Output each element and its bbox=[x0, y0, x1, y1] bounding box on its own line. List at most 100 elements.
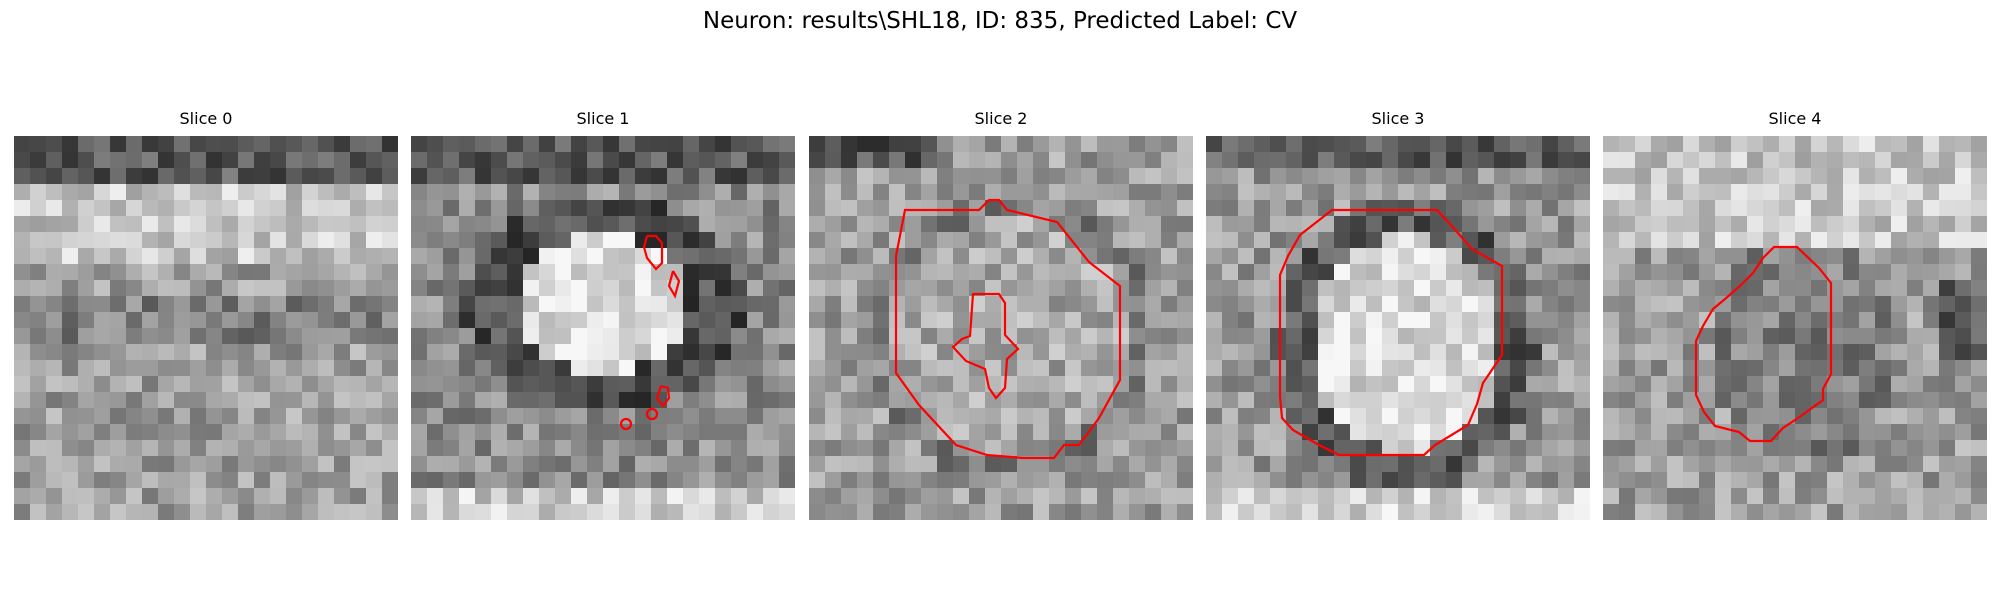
image-pixel bbox=[1731, 216, 1748, 233]
image-pixel bbox=[1270, 216, 1287, 233]
image-pixel bbox=[1462, 184, 1479, 201]
image-pixel bbox=[142, 440, 159, 457]
image-pixel bbox=[635, 472, 652, 489]
image-pixel bbox=[491, 376, 508, 393]
image-pixel bbox=[1414, 328, 1431, 345]
image-pixel bbox=[1049, 472, 1066, 489]
image-pixel bbox=[539, 168, 556, 185]
image-pixel bbox=[46, 248, 63, 265]
image-pixel bbox=[1097, 152, 1114, 169]
image-pixel bbox=[350, 488, 367, 505]
image-pixel bbox=[1478, 472, 1495, 489]
image-pixel bbox=[1795, 472, 1812, 489]
image-pixel bbox=[1558, 424, 1575, 441]
image-pixel bbox=[427, 280, 444, 297]
image-pixel bbox=[667, 312, 684, 329]
image-pixel bbox=[1081, 360, 1098, 377]
image-pixel bbox=[507, 504, 524, 520]
image-pixel bbox=[857, 456, 874, 473]
image-pixel bbox=[1270, 344, 1287, 361]
image-pixel bbox=[587, 328, 604, 345]
image-pixel bbox=[1145, 424, 1162, 441]
image-pixel bbox=[475, 184, 492, 201]
image-pixel bbox=[158, 152, 175, 169]
image-pixel bbox=[1558, 184, 1575, 201]
image-pixel bbox=[1731, 440, 1748, 457]
image-pixel bbox=[747, 328, 764, 345]
image-pixel bbox=[427, 232, 444, 249]
image-pixel bbox=[587, 472, 604, 489]
image-pixel bbox=[1731, 472, 1748, 489]
image-pixel bbox=[857, 152, 874, 169]
image-pixel bbox=[1859, 136, 1876, 153]
image-pixel bbox=[222, 424, 239, 441]
image-pixel bbox=[1603, 248, 1620, 265]
image-pixel bbox=[1827, 312, 1844, 329]
image-pixel bbox=[1494, 440, 1511, 457]
image-pixel bbox=[1081, 312, 1098, 329]
image-pixel bbox=[222, 248, 239, 265]
image-pixel bbox=[366, 232, 383, 249]
image-pixel bbox=[302, 440, 319, 457]
image-pixel bbox=[699, 328, 716, 345]
image-pixel bbox=[905, 280, 922, 297]
image-pixel bbox=[1318, 328, 1335, 345]
image-pixel bbox=[1558, 168, 1575, 185]
image-pixel bbox=[222, 264, 239, 281]
image-pixel bbox=[190, 488, 207, 505]
image-pixel bbox=[1923, 200, 1940, 217]
image-pixel bbox=[1446, 136, 1463, 153]
image-pixel bbox=[825, 200, 842, 217]
image-pixel bbox=[1302, 360, 1319, 377]
image-pixel bbox=[1478, 216, 1495, 233]
image-pixel bbox=[382, 232, 398, 249]
image-pixel bbox=[1366, 456, 1383, 473]
image-pixel bbox=[539, 136, 556, 153]
image-pixel bbox=[1001, 440, 1018, 457]
image-pixel bbox=[715, 360, 732, 377]
image-pixel bbox=[475, 280, 492, 297]
image-pixel bbox=[1542, 184, 1559, 201]
image-pixel bbox=[1065, 408, 1082, 425]
image-pixel bbox=[1747, 168, 1764, 185]
image-pixel bbox=[1763, 440, 1780, 457]
image-pixel bbox=[1971, 184, 1987, 201]
image-pixel bbox=[1430, 360, 1447, 377]
image-pixel bbox=[94, 152, 111, 169]
image-pixel bbox=[1318, 232, 1335, 249]
image-pixel bbox=[905, 312, 922, 329]
image-pixel bbox=[1747, 328, 1764, 345]
image-pixel bbox=[1334, 376, 1351, 393]
image-pixel bbox=[1017, 472, 1034, 489]
image-pixel bbox=[1494, 376, 1511, 393]
image-pixel bbox=[1667, 472, 1684, 489]
image-pixel bbox=[158, 280, 175, 297]
image-pixel bbox=[222, 328, 239, 345]
image-pixel bbox=[747, 232, 764, 249]
image-pixel bbox=[969, 184, 986, 201]
image-pixel bbox=[1875, 168, 1892, 185]
image-pixel bbox=[1145, 440, 1162, 457]
image-pixel bbox=[1286, 456, 1303, 473]
image-pixel bbox=[1827, 344, 1844, 361]
image-pixel bbox=[507, 376, 524, 393]
image-pixel bbox=[174, 232, 191, 249]
image-pixel bbox=[1270, 312, 1287, 329]
image-pixel bbox=[94, 200, 111, 217]
image-pixel bbox=[1318, 312, 1335, 329]
image-pixel bbox=[1891, 152, 1908, 169]
image-pixel bbox=[1827, 472, 1844, 489]
image-pixel bbox=[1574, 264, 1590, 281]
image-pixel bbox=[1859, 472, 1876, 489]
image-pixel bbox=[1907, 280, 1924, 297]
image-pixel bbox=[1715, 328, 1732, 345]
image-pixel bbox=[1763, 504, 1780, 520]
image-pixel bbox=[1302, 392, 1319, 409]
image-pixel bbox=[763, 184, 780, 201]
image-pixel bbox=[1494, 216, 1511, 233]
image-pixel bbox=[126, 360, 143, 377]
image-pixel bbox=[1462, 280, 1479, 297]
image-pixel bbox=[1510, 344, 1527, 361]
image-pixel bbox=[1510, 280, 1527, 297]
contour-inner bbox=[951, 292, 1020, 400]
